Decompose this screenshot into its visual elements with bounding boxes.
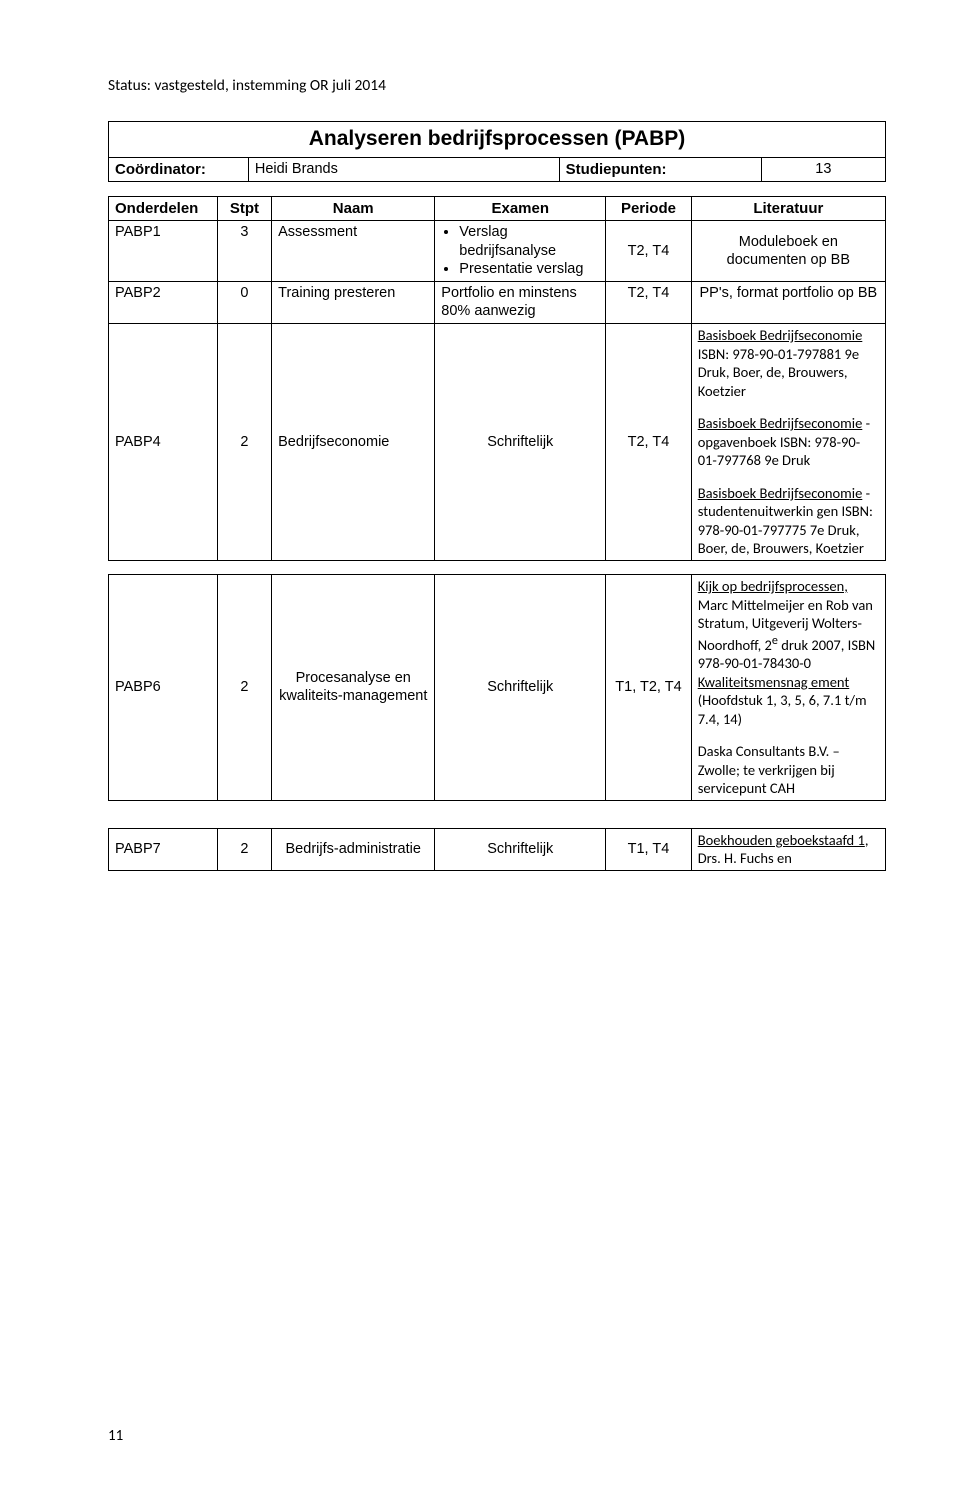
code-cell: PABP6 bbox=[109, 575, 218, 801]
code-cell: PABP1 bbox=[109, 221, 218, 282]
parts-header-row: Onderdelen Stpt Naam Examen Periode Lite… bbox=[109, 197, 886, 221]
stpt-cell: 2 bbox=[217, 828, 271, 870]
table-row: PABP6 2 Procesanalyse en kwaliteits-mana… bbox=[109, 575, 886, 801]
lit-underline: Basisboek Bedrijfseconomie bbox=[698, 414, 863, 432]
lit-cell: Moduleboek en documenten op BB bbox=[691, 221, 885, 282]
naam-cell: Training presteren bbox=[272, 281, 435, 323]
status-header: Status: vastgesteld, instemming OR juli … bbox=[108, 76, 886, 95]
naam-cell: Assessment bbox=[272, 221, 435, 282]
col-periode: Periode bbox=[606, 197, 691, 221]
table-row: PABP4 2 Bedrijfseconomie Schriftelijk T2… bbox=[109, 323, 886, 560]
lit-underline: Basisboek Bedrijfseconomie bbox=[698, 484, 863, 502]
col-naam: Naam bbox=[272, 197, 435, 221]
module-title: Analyseren bedrijfsprocessen (PABP) bbox=[109, 122, 886, 158]
lit-underline: Basisboek Bedrijfseconomie bbox=[698, 326, 863, 344]
table-row: PABP1 3 Assessment Verslag bedrijfsanaly… bbox=[109, 221, 886, 282]
module-title-table: Analyseren bedrijfsprocessen (PABP) Coör… bbox=[108, 121, 886, 182]
table-row: PABP2 0 Training presteren Portfolio en … bbox=[109, 281, 886, 323]
spacer-row bbox=[109, 800, 886, 814]
table-row: PABP7 2 Bedrijfs-administratie Schriftel… bbox=[109, 828, 886, 870]
periode-cell: T2, T4 bbox=[606, 221, 691, 282]
code-cell: PABP7 bbox=[109, 828, 218, 870]
col-stpt: Stpt bbox=[217, 197, 271, 221]
lit-text: ISBN: 978-90-01-797881 9e Druk, Boer, de… bbox=[698, 345, 859, 400]
examen-cell: Schriftelijk bbox=[435, 323, 606, 560]
spacer-row bbox=[109, 561, 886, 575]
code-cell: PABP4 bbox=[109, 323, 218, 560]
sp-label: Studiepunten: bbox=[559, 157, 761, 181]
lit-cell: Boekhouden geboekstaafd 1, Drs. H. Fuchs… bbox=[691, 828, 885, 870]
examen-cell: Schriftelijk bbox=[435, 575, 606, 801]
lit-text: (Hoofdstuk 1, 3, 5, 6, 7.1 t/m 7.4, 14) bbox=[698, 691, 867, 728]
naam-cell: Bedrijfseconomie bbox=[272, 323, 435, 560]
periode-cell: T2, T4 bbox=[606, 281, 691, 323]
naam-cell: Procesanalyse en kwaliteits-management bbox=[272, 575, 435, 801]
stpt-cell: 3 bbox=[217, 221, 271, 282]
stpt-cell: 0 bbox=[217, 281, 271, 323]
lit-underline: Kijk op bedrijfsprocessen, bbox=[698, 577, 848, 595]
page-number: 11 bbox=[108, 1427, 123, 1445]
lit-cell: PP's, format portfolio op BB bbox=[691, 281, 885, 323]
col-literatuur: Literatuur bbox=[691, 197, 885, 221]
lit-cell: Kijk op bedrijfsprocessen, Marc Mittelme… bbox=[691, 575, 885, 801]
lit-underline: Boekhouden geboekstaafd 1 bbox=[698, 831, 865, 849]
stpt-cell: 2 bbox=[217, 575, 271, 801]
code-cell: PABP2 bbox=[109, 281, 218, 323]
stpt-cell: 2 bbox=[217, 323, 271, 560]
bullet-item: Presentatie verslag bbox=[459, 260, 599, 279]
periode-cell: T1, T2, T4 bbox=[606, 575, 691, 801]
parts-table: Onderdelen Stpt Naam Examen Periode Lite… bbox=[108, 196, 886, 871]
col-examen: Examen bbox=[435, 197, 606, 221]
examen-cell: Portfolio en minstens 80% aanwezig bbox=[435, 281, 606, 323]
examen-cell: Verslag bedrijfsanalyse Presentatie vers… bbox=[435, 221, 606, 282]
lit-text: Daska Consultants B.V. – Zwolle; te verk… bbox=[698, 742, 879, 798]
coord-label: Coördinator: bbox=[109, 157, 249, 181]
examen-cell: Schriftelijk bbox=[435, 828, 606, 870]
spacer-row bbox=[109, 814, 886, 828]
periode-cell: T1, T4 bbox=[606, 828, 691, 870]
coord-value: Heidi Brands bbox=[248, 157, 559, 181]
lit-underline: Kwaliteitsmensnag ement bbox=[698, 673, 850, 691]
sp-value: 13 bbox=[761, 157, 885, 181]
periode-cell: T2, T4 bbox=[606, 323, 691, 560]
bullet-item: Verslag bedrijfsanalyse bbox=[459, 223, 599, 260]
col-onderdelen: Onderdelen bbox=[109, 197, 218, 221]
lit-cell: Basisboek Bedrijfseconomie ISBN: 978-90-… bbox=[691, 323, 885, 560]
naam-cell: Bedrijfs-administratie bbox=[272, 828, 435, 870]
